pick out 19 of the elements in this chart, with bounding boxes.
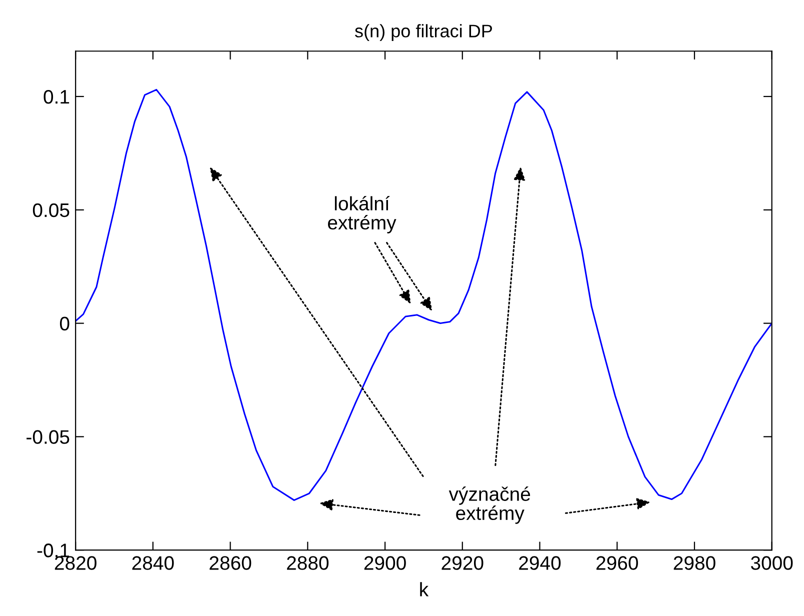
annotation: lokální extrémy [328,196,396,234]
y-tick-label: 0.1 [44,90,70,104]
y-tick-label: -0.05 [26,430,70,444]
y-tick-label: 0 [60,316,70,331]
annotation: význačné extrémy [448,486,530,524]
y-tick-label: 0.05 [32,203,70,218]
x-tick-label: 2940 [519,556,561,570]
x-tick-label: 2840 [132,556,174,570]
x-tick-label: 2920 [442,556,484,570]
x-tick-label: 2880 [287,556,329,570]
x-tick-label: 2980 [674,556,716,570]
x-tick-label: 2820 [54,556,96,570]
x-tick-label: 2960 [596,556,638,570]
x-tick-label: 2860 [210,556,252,570]
chart-title: s(n) po filtraci DP [354,24,492,41]
x-tick-label: 2900 [364,556,406,570]
y-tick-label: -0.1 [37,544,70,558]
x-tick-label: 3000 [750,556,793,570]
x-axis-title: k [420,582,429,596]
